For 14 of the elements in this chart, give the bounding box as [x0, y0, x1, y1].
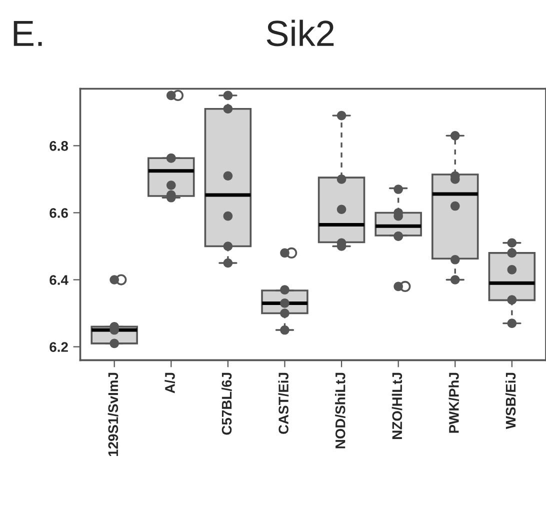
- x-tick-label: A/J: [164, 372, 176, 394]
- x-tick-label: NZO/HlLtJ: [392, 372, 402, 439]
- x-tick-label: CAST/EiJ: [278, 372, 289, 434]
- y-tick-label: 6.6: [50, 208, 68, 218]
- text: E.: [14, 21, 42, 46]
- chart-title: Sik2: [266, 20, 334, 46]
- x-tick-label: PWK/PhJ: [448, 372, 459, 433]
- y-tick-label: 6.4: [50, 275, 68, 285]
- x-tick-label: C57BL/6J: [221, 372, 232, 435]
- y-tick-label: 6.8: [50, 141, 68, 151]
- x-tick-label: NOD/ShiLtJ: [335, 372, 346, 448]
- x-tick-label: WSB/EiJ: [505, 372, 516, 430]
- y-tick-label: 6.2: [50, 342, 68, 352]
- x-tick-label: 129S1/SvImJ: [108, 372, 118, 456]
